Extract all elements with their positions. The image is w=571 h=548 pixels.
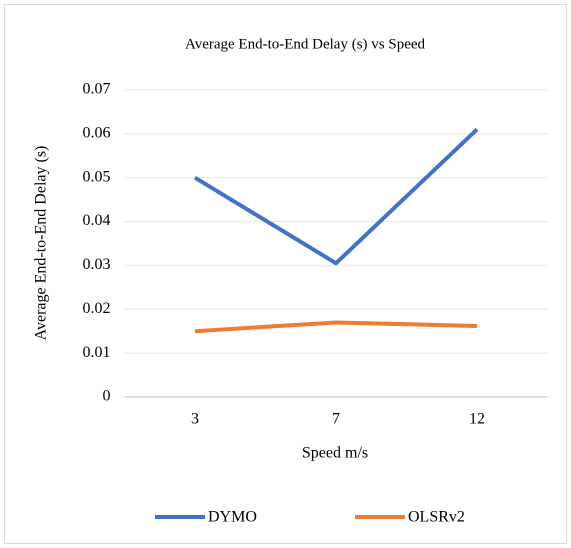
y-tick-label: 0.06 <box>83 125 111 142</box>
y-tick-label: 0.02 <box>83 300 111 317</box>
chart-border <box>4 4 567 544</box>
x-tick-label: 12 <box>469 411 485 428</box>
x-tick-label: 7 <box>332 411 340 428</box>
y-tick-label: 0.01 <box>83 344 111 361</box>
y-tick-label: 0 <box>103 388 111 405</box>
x-axis-label: Speed m/s <box>302 445 368 462</box>
series-line <box>193 128 479 266</box>
y-axis-label: Average End-to-End Delay (s) <box>33 146 50 341</box>
x-tick-label: 3 <box>191 411 199 428</box>
series-line <box>194 320 478 334</box>
y-tick-label: 0.05 <box>83 168 111 185</box>
legend-label: DYMO <box>208 509 257 526</box>
chart-title: Average End-to-End Delay (s) vs Speed <box>185 36 426 52</box>
y-tick-label: 0.03 <box>83 256 111 273</box>
y-tick-label: 0.04 <box>83 212 111 229</box>
legend-label: OLSRv2 <box>408 509 465 526</box>
y-tick-label: 0.07 <box>83 81 111 98</box>
